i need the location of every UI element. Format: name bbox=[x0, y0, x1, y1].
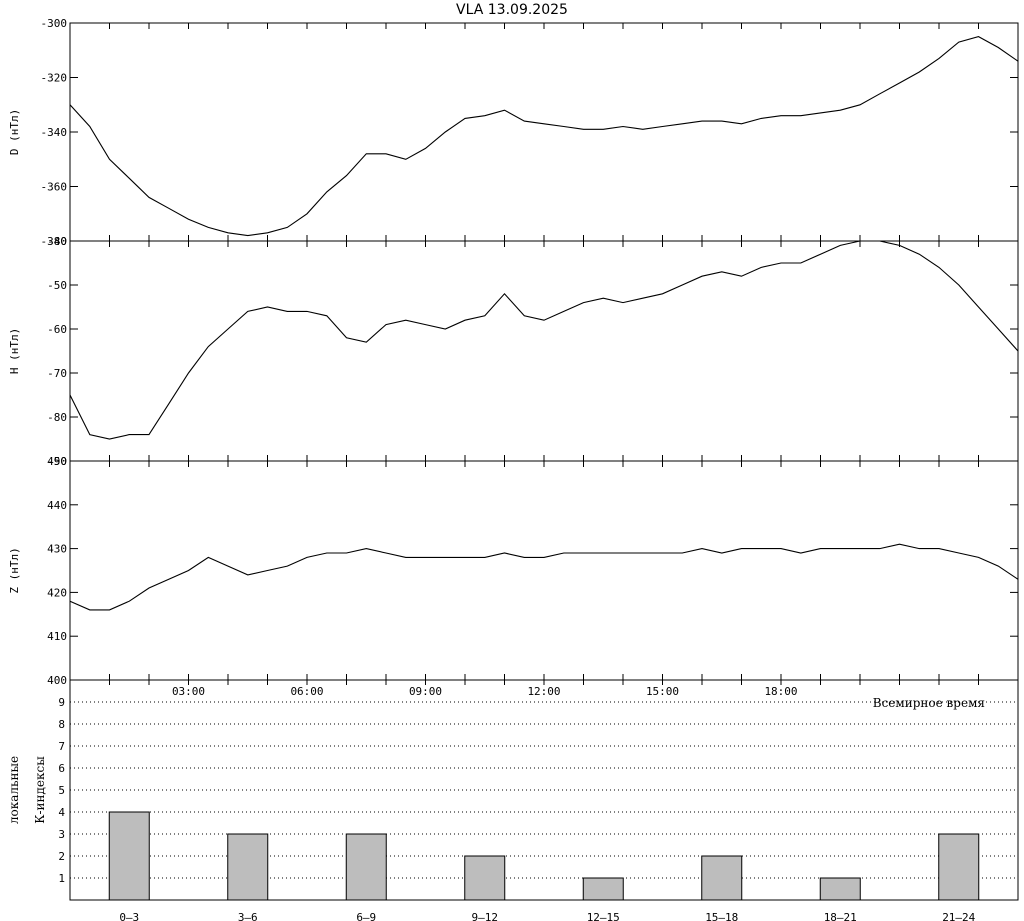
y-tick-label: 440 bbox=[47, 499, 67, 512]
panel-frame bbox=[69, 22, 1019, 242]
k-index-bar bbox=[582, 877, 624, 901]
y-axis-label: H (нТл) bbox=[8, 328, 21, 374]
category-label: 3–6 bbox=[238, 911, 258, 921]
panel-4: 1 2 3 4 5 6 7 8 9 03:00 06:00 09:00 12:00 15:00 18:00 В… bbox=[7, 679, 1019, 921]
category-label: 15–18 bbox=[705, 911, 738, 921]
category-label: 18–21 bbox=[824, 911, 857, 921]
y-tick-label: 450 bbox=[47, 455, 67, 468]
category-label: 0–3 bbox=[119, 911, 139, 921]
panel-frame bbox=[69, 679, 1019, 901]
y-tick-label: 3 bbox=[58, 828, 65, 841]
panel-3: 400 410 420 430 440 450 Z (нТл) bbox=[8, 455, 1019, 687]
y-tick-label: -40 bbox=[47, 235, 67, 248]
time-tick-label: 06:00 bbox=[290, 685, 323, 698]
y-tick-label: 400 bbox=[47, 674, 67, 687]
time-tick-label: 03:00 bbox=[172, 685, 205, 698]
y-tick-label: -60 bbox=[47, 323, 67, 336]
y-tick-label: 420 bbox=[47, 586, 67, 599]
y-tick-label: 5 bbox=[58, 784, 65, 797]
y-axis-label: локальные bbox=[7, 756, 21, 824]
y-tick-label: -70 bbox=[47, 367, 67, 380]
y-tick-label: 8 bbox=[58, 718, 65, 731]
y-tick-label: 410 bbox=[47, 630, 67, 643]
chart-title: VLA 13.09.2025 bbox=[456, 2, 568, 18]
k-index-bar bbox=[701, 855, 743, 901]
time-tick-label: 09:00 bbox=[409, 685, 442, 698]
category-label: 21–24 bbox=[942, 911, 975, 921]
k-index-bar bbox=[464, 855, 506, 901]
y-tick-label: 6 bbox=[58, 762, 65, 775]
y-tick-label: -300 bbox=[41, 17, 68, 30]
y-tick-label: -380 bbox=[41, 235, 68, 248]
time-tick-label: 15:00 bbox=[646, 685, 679, 698]
x-axis-label: Всемирное время bbox=[873, 696, 985, 710]
y-tick-label: -90 bbox=[47, 455, 67, 468]
category-label: 12–15 bbox=[587, 911, 620, 921]
time-tick-label: 12:00 bbox=[527, 685, 560, 698]
y-axis-label: D (нТл) bbox=[8, 109, 21, 155]
k-index-bar bbox=[345, 833, 387, 901]
y-tick-label: -320 bbox=[41, 72, 68, 85]
category-label: 6–9 bbox=[356, 911, 376, 921]
y-tick-label: 1 bbox=[58, 872, 65, 885]
series-line bbox=[69, 240, 1019, 440]
y-tick-label: -340 bbox=[41, 126, 68, 139]
y-tick-label: 430 bbox=[47, 543, 67, 556]
y-tick-label: 7 bbox=[58, 740, 65, 753]
time-tick-label: 18:00 bbox=[764, 685, 797, 698]
panel-frame bbox=[69, 240, 1019, 462]
k-index-bar bbox=[819, 877, 861, 901]
k-index-bar bbox=[108, 811, 150, 901]
y-axis-label: Z (нТл) bbox=[8, 547, 21, 593]
k-index-bar bbox=[938, 833, 980, 901]
series-line bbox=[69, 36, 1019, 237]
y-tick-label: -80 bbox=[47, 411, 67, 424]
panel-2: -90 -80 -70 -60 -50 -40 H (нТл) bbox=[8, 235, 1019, 468]
y-tick-label: 2 bbox=[58, 850, 65, 863]
category-label: 9–12 bbox=[472, 911, 499, 921]
y-tick-label: -360 bbox=[41, 181, 68, 194]
y-tick-label: 9 bbox=[58, 696, 65, 709]
k-index-bar bbox=[227, 833, 269, 901]
y-tick-label: 4 bbox=[58, 806, 65, 819]
panel-frame bbox=[69, 460, 1019, 681]
y-axis-label-2: К-индексы bbox=[33, 756, 47, 824]
panel-1: -380 -360 -340 -320 -300 D (нТл) bbox=[8, 17, 1019, 248]
series-line bbox=[69, 543, 1019, 611]
y-tick-label: -50 bbox=[47, 279, 67, 292]
